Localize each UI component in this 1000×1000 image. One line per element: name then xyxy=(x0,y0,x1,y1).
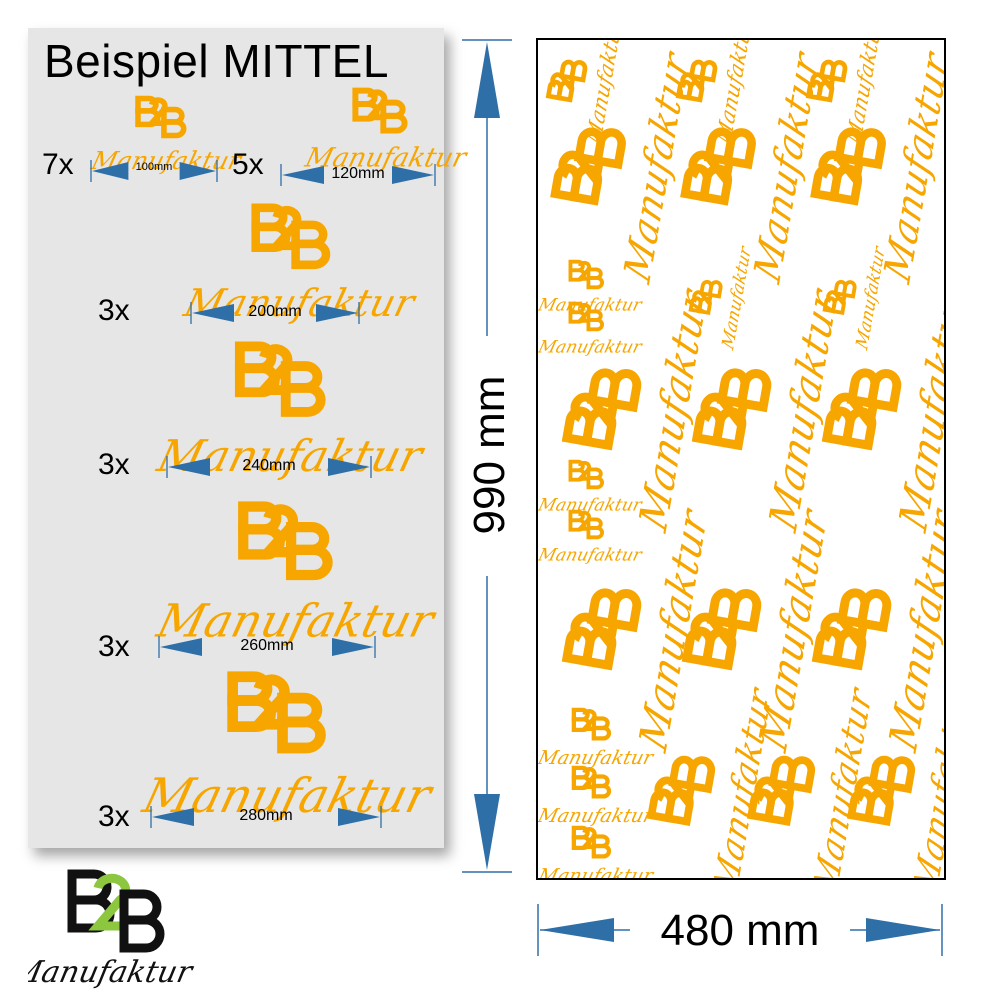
b2b-mark-icon xyxy=(805,59,848,103)
b2b-mark-icon xyxy=(568,259,604,290)
b2b-mark-icon xyxy=(646,755,716,827)
b2b-mark-icon xyxy=(227,671,326,754)
b2b-mark-icon xyxy=(746,755,816,827)
brand-script-text: Manufaktur xyxy=(28,955,197,990)
b2b-mark-icon xyxy=(568,509,604,540)
size-label: 100mm xyxy=(135,161,173,173)
height-dimension-arrow xyxy=(462,39,512,873)
b2b-mark-icon xyxy=(571,707,612,741)
b2b-mark-icon xyxy=(571,825,612,859)
b2b-mark-icon xyxy=(822,279,857,316)
b2b-mark-icon xyxy=(234,341,326,417)
b2b-mark-icon xyxy=(680,127,756,206)
manufaktur-logo: Manufaktur xyxy=(821,280,944,539)
size-example-panel: Beispiel MITTEL Manufaktur 7x 100mm Manufak… xyxy=(28,28,471,848)
b2b-mark-icon xyxy=(810,127,886,206)
b2b-mark-icon xyxy=(571,765,612,799)
manufaktur-script-text: Manufaktur xyxy=(536,864,657,880)
b2b-mark-icon xyxy=(67,869,165,953)
manufaktur-logo: Manufaktur xyxy=(152,341,430,482)
size-dimension-arrow xyxy=(150,806,382,828)
b2b-mark-icon xyxy=(846,755,916,827)
size-label: 260mm xyxy=(240,637,294,654)
size-label: 200mm xyxy=(248,303,302,320)
quantity-label: 3x xyxy=(98,630,130,663)
manufaktur-script-text: Manufaktur xyxy=(536,496,645,516)
b2b-mark-icon xyxy=(550,127,626,206)
manufaktur-logo: Manufaktur xyxy=(846,680,944,878)
width-label: 480 mm xyxy=(660,906,820,955)
b2b-mark-icon xyxy=(352,87,408,134)
width-dimension-arrow xyxy=(537,904,943,956)
size-dimension-arrow xyxy=(280,164,436,186)
b2b-mark-icon xyxy=(251,203,331,270)
manufaktur-logo: Manufaktur xyxy=(538,509,645,565)
quantity-label: 3x xyxy=(98,294,130,327)
b2b-mark-icon xyxy=(561,588,642,671)
size-dimension-arrow xyxy=(190,302,360,324)
quantity-label: 5x xyxy=(232,148,264,181)
b2b-mark-icon xyxy=(561,368,642,451)
manufaktur-script-text: Manufaktur xyxy=(890,280,946,539)
manufaktur-script-text: Manufaktur xyxy=(151,594,442,647)
manufaktur-script-text: Manufaktur xyxy=(536,296,645,316)
manufaktur-script-text: Manufaktur xyxy=(536,546,645,566)
manufaktur-script-text: Manufaktur xyxy=(536,804,657,827)
manufaktur-logo: Manufaktur xyxy=(538,825,657,878)
quantity-label: 3x xyxy=(98,448,130,481)
manufaktur-logo: Manufaktur xyxy=(538,459,645,515)
b2b-mark-icon xyxy=(691,368,772,451)
size-dimension-arrow xyxy=(158,636,376,658)
size-label: 280mm xyxy=(239,807,293,824)
manufaktur-logo: Manufaktur xyxy=(179,203,421,326)
size-dimension-arrow xyxy=(90,160,218,182)
manufaktur-logo: Manufaktur xyxy=(301,87,471,173)
manufaktur-logo: Manufaktur xyxy=(151,501,442,647)
manufaktur-logo: Manufaktur xyxy=(811,500,944,759)
manufaktur-logo: Manufaktur xyxy=(538,301,645,357)
manufaktur-logo: Manufaktur xyxy=(822,242,890,354)
panel-title: Beispiel MITTEL xyxy=(44,35,389,87)
manufaktur-script-text: Manufaktur xyxy=(536,338,645,358)
manufaktur-logo: Manufaktur xyxy=(538,707,657,769)
b2b-mark-icon xyxy=(688,279,723,316)
size-label: 120mm xyxy=(331,165,385,182)
b2b-mark-icon xyxy=(681,588,762,671)
b2b-mark-icon xyxy=(568,459,604,490)
manufaktur-logo: Manufaktur xyxy=(538,765,657,827)
manufaktur-script-text: Manufaktur xyxy=(301,143,471,174)
b2b-mark-icon xyxy=(568,301,604,332)
b2b-mark-icon xyxy=(238,501,333,581)
size-label: 240mm xyxy=(242,457,296,474)
b2b-mark-icon xyxy=(675,59,718,103)
b2b-mark-icon xyxy=(821,368,902,451)
b2b-mark-icon xyxy=(545,59,588,103)
height-label: 990 mm xyxy=(465,375,514,535)
b2b-mark-icon xyxy=(811,588,892,671)
brand-logo: Manufaktur xyxy=(28,869,197,990)
b2b-mark-icon xyxy=(135,95,187,139)
manufaktur-logo: Manufaktur xyxy=(538,259,645,315)
quantity-label: 3x xyxy=(98,800,130,833)
quantity-label: 7x xyxy=(42,148,74,181)
size-dimension-arrow xyxy=(166,456,372,478)
manufaktur-script-text: Manufaktur xyxy=(536,746,657,769)
print-sheet: Manufaktur Manufaktur Manufaktur Manufaktur… xyxy=(536,38,946,880)
